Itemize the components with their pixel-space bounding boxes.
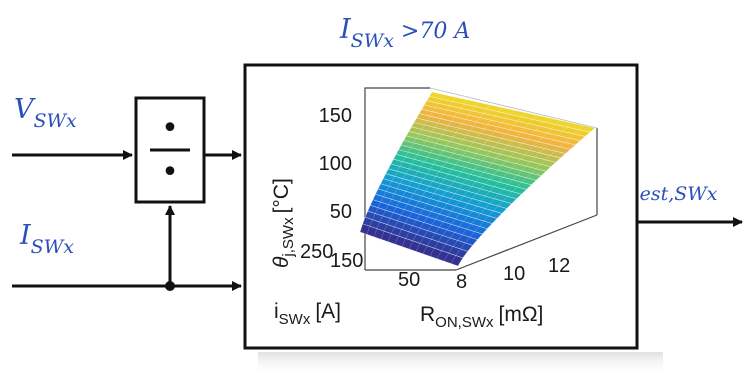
x-tick-8: 8 — [456, 271, 467, 293]
junction-dot — [165, 281, 175, 291]
x-tick-10: 10 — [503, 263, 525, 285]
surface-mesh-line — [415, 112, 526, 252]
surface-mesh-line — [450, 125, 584, 264]
x-axis-label: RON,SWx [mΩ] — [420, 303, 543, 331]
y-tick-50: 50 — [398, 269, 420, 291]
surface-mesh-line — [422, 114, 537, 254]
surface-mesh-line — [436, 120, 561, 259]
y-tick-250: 250 — [300, 241, 333, 263]
block-shadow — [258, 352, 663, 376]
surface-mesh-line — [408, 109, 514, 250]
plot-floor-edge — [455, 214, 598, 271]
y-tick-150: 150 — [330, 250, 363, 272]
surface-mesh-line — [401, 107, 503, 247]
y-axis-label: iSWx [A] — [274, 300, 341, 328]
surface-mesh — [359, 91, 596, 267]
z-axis-label: θj,SWx[°C] — [270, 178, 297, 268]
input-v-label: VSWx — [14, 94, 77, 132]
z-tick-100: 100 — [319, 153, 352, 175]
surface-mesh-line — [387, 102, 479, 242]
surface-mesh-line — [373, 97, 456, 237]
z-tick-150: 150 — [319, 105, 352, 127]
surface-plot: 150 100 50 250 150 50 8 10 12 θj,SWx[°C]… — [270, 87, 598, 331]
x-tick-12: 12 — [548, 255, 570, 277]
surface-mesh-line — [366, 94, 444, 235]
z-tick-50: 50 — [330, 201, 352, 223]
surface-mesh-line — [394, 104, 491, 245]
divider-bottom-dot: • — [161, 155, 179, 190]
plot-top-edge — [429, 87, 598, 129]
surface-mesh-line — [443, 122, 572, 262]
divider-top-dot: • — [161, 111, 179, 146]
plot-backwall — [364, 87, 430, 270]
input-i-label: ISWx — [19, 220, 74, 258]
surface-mesh-line — [429, 117, 549, 257]
condition-label: ISWx >70 A — [339, 14, 470, 52]
surface-mesh-line — [380, 99, 468, 240]
surface-band — [428, 91, 596, 133]
